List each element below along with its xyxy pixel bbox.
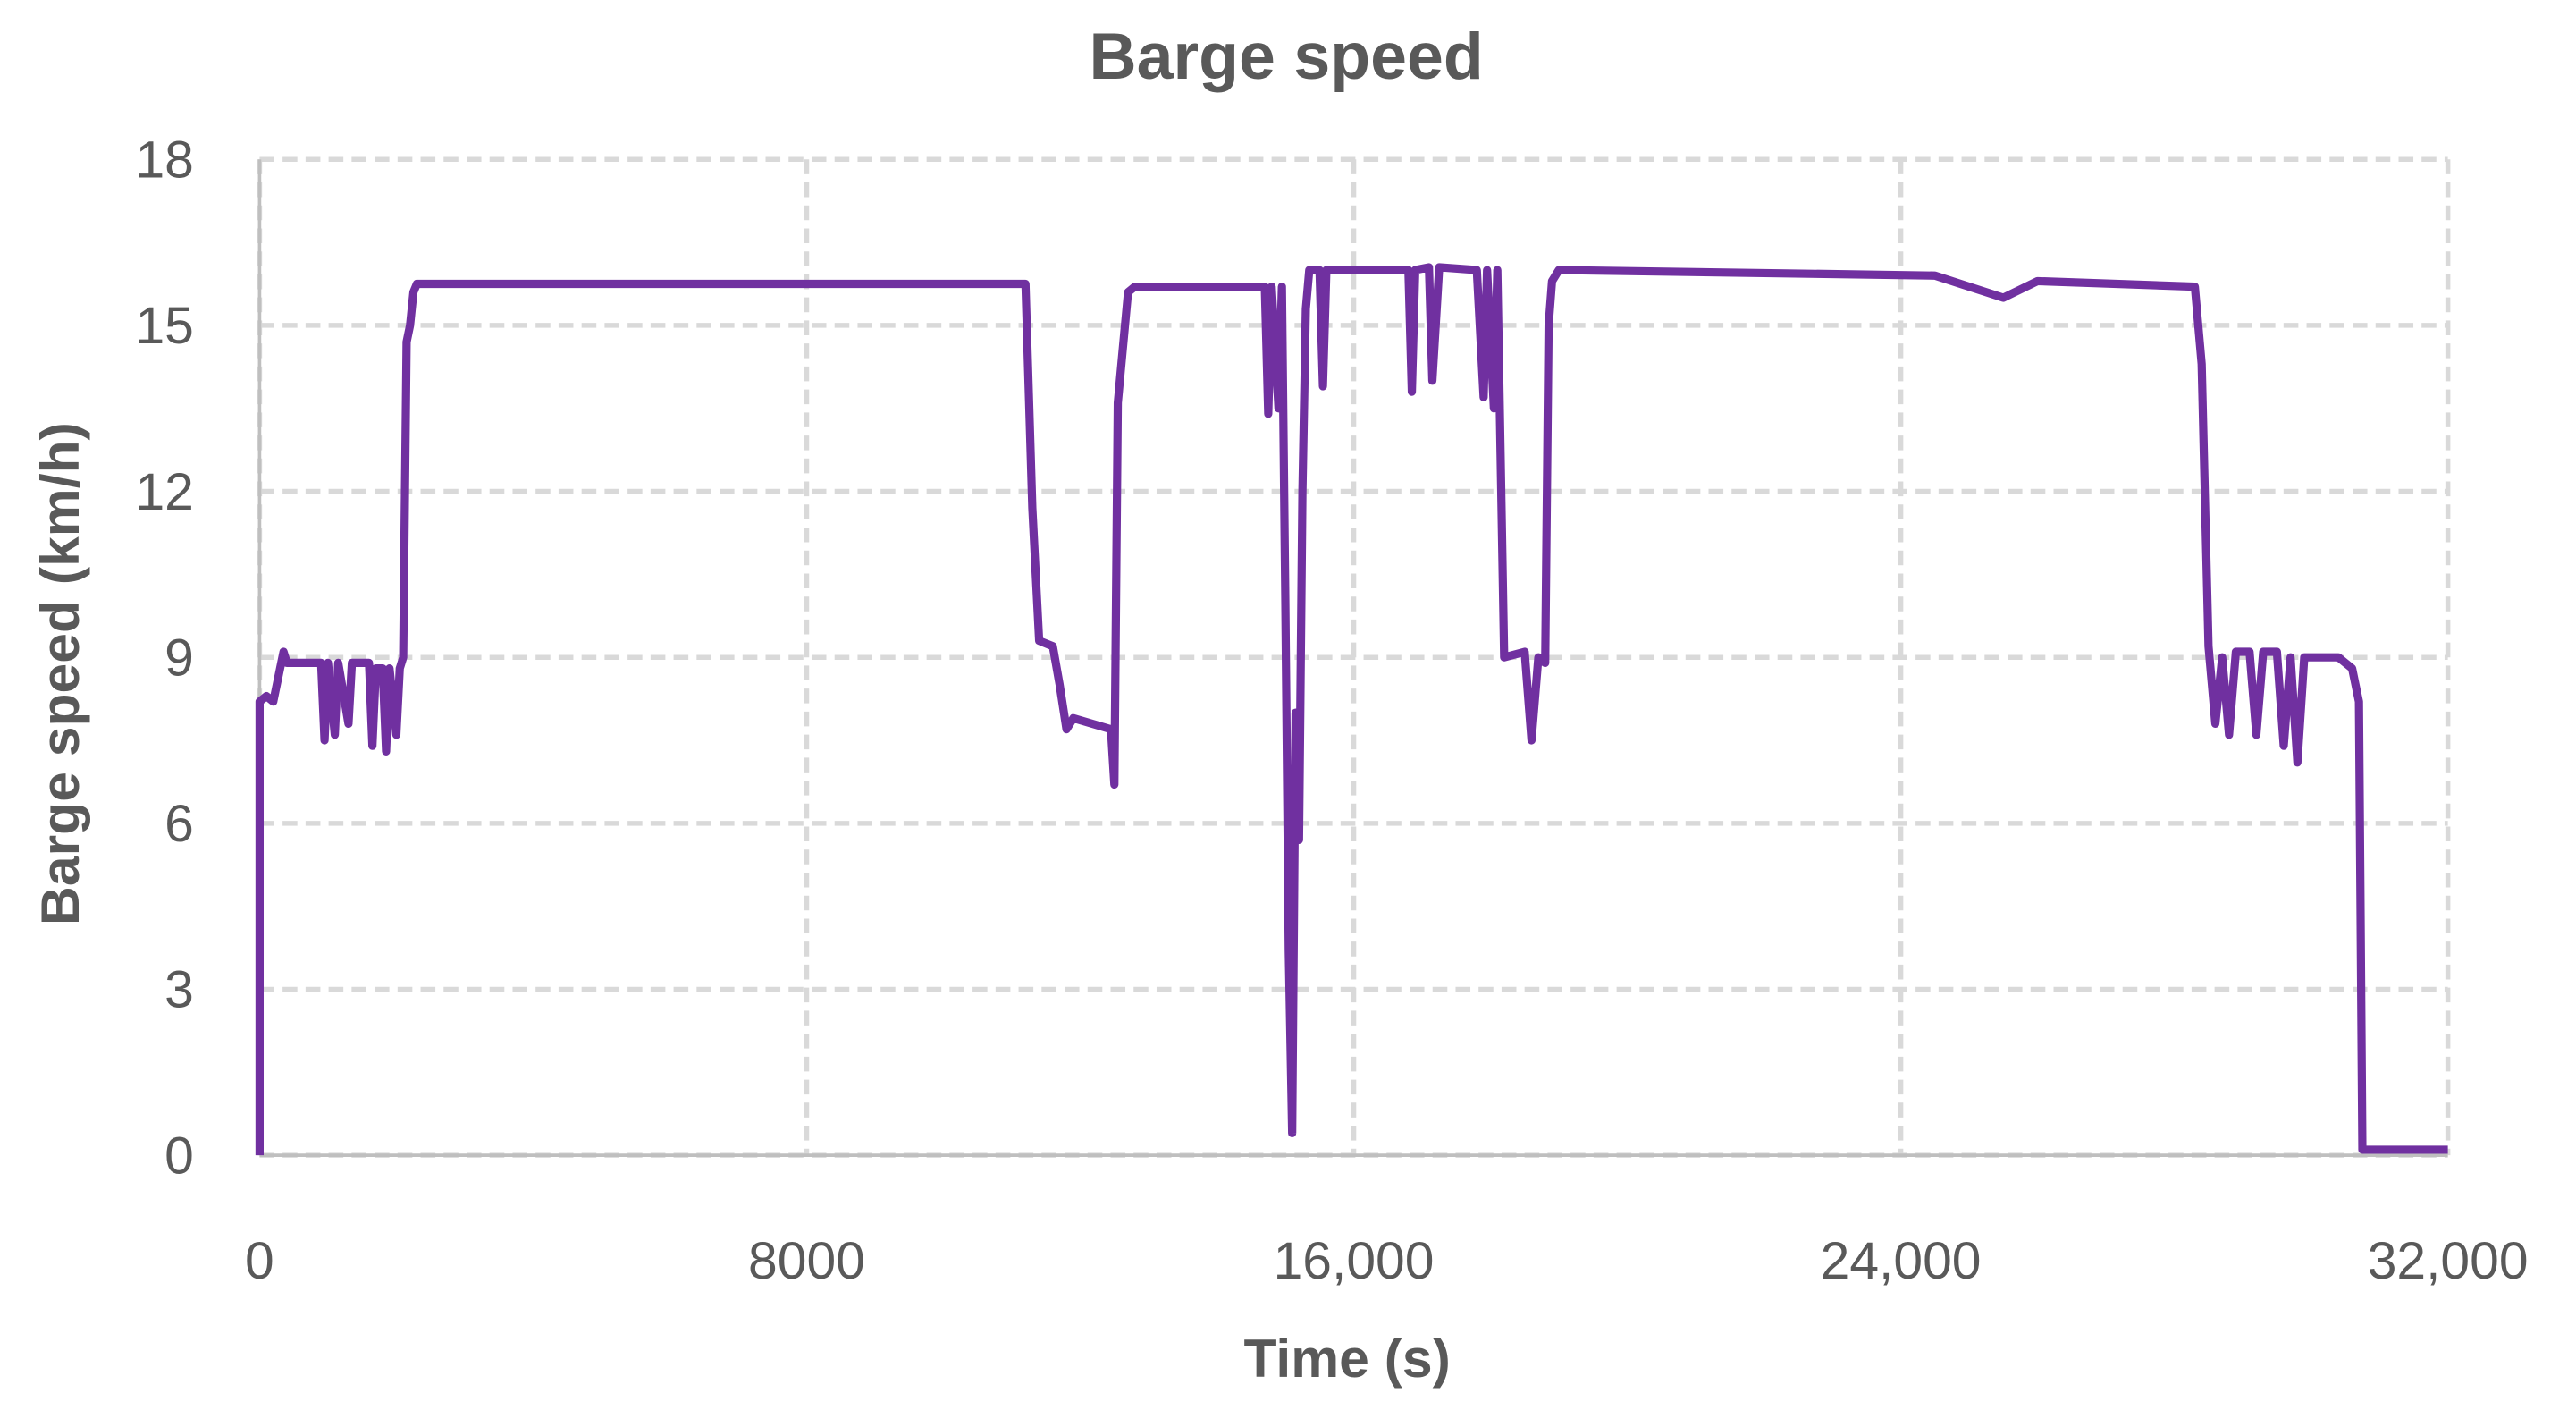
y-axis-title: Barge speed (km/h) bbox=[29, 422, 90, 925]
y-tick-label: 18 bbox=[135, 131, 193, 190]
y-tick-label: 6 bbox=[164, 795, 194, 853]
x-tick-label: 32,000 bbox=[2368, 1232, 2529, 1290]
x-tick-label: 8000 bbox=[748, 1232, 865, 1290]
y-tick-label: 12 bbox=[135, 463, 193, 521]
x-axis-title: Time (s) bbox=[1243, 1328, 1450, 1389]
chart-title: Barge speed bbox=[1090, 19, 1484, 93]
x-tick-label: 24,000 bbox=[1821, 1232, 1982, 1290]
x-tick-label: 0 bbox=[245, 1232, 274, 1290]
y-tick-label: 0 bbox=[164, 1127, 194, 1185]
data-line bbox=[255, 263, 2448, 1156]
y-tick-label: 9 bbox=[164, 629, 194, 687]
y-tick-label: 3 bbox=[164, 961, 194, 1019]
y-tick-label: 15 bbox=[135, 297, 193, 355]
x-tick-label: 16,000 bbox=[1274, 1232, 1435, 1290]
